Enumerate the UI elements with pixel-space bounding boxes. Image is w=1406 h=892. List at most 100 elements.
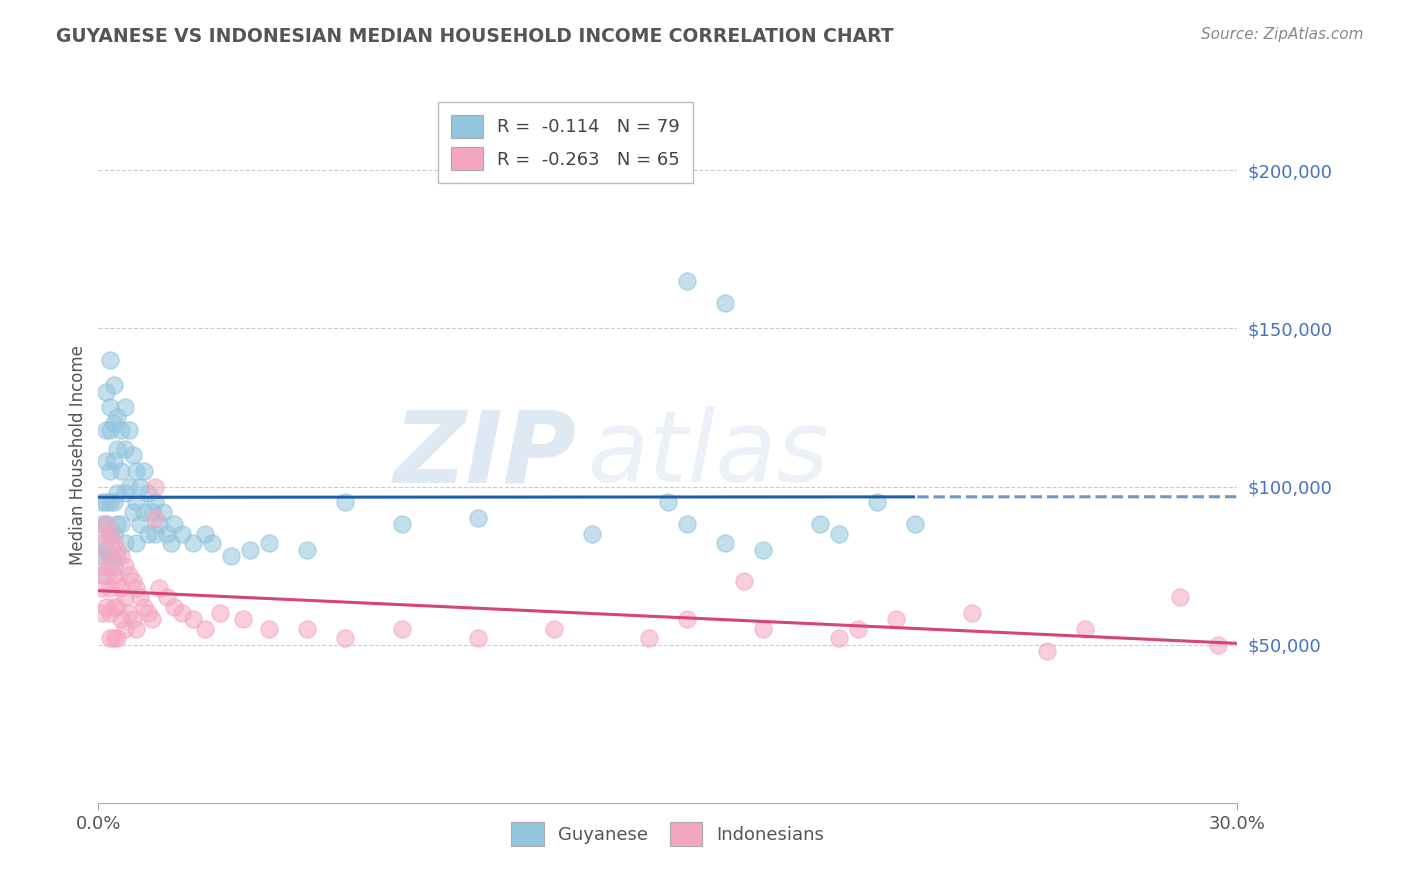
Point — [103, 568, 125, 582]
Point — [98, 632, 121, 646]
Point — [114, 401, 136, 415]
Point — [163, 517, 186, 532]
Point — [107, 542, 129, 557]
Point — [114, 442, 136, 456]
Point — [110, 423, 132, 437]
Point — [91, 527, 114, 541]
Point — [239, 542, 262, 557]
Point — [98, 495, 121, 509]
Point — [657, 495, 679, 509]
Point — [1170, 591, 1192, 605]
Point — [828, 632, 851, 646]
Point — [884, 612, 907, 626]
Point — [110, 464, 132, 478]
Point — [107, 486, 129, 500]
Point — [676, 274, 699, 288]
Point — [91, 581, 114, 595]
Point — [467, 632, 489, 646]
Point — [156, 527, 179, 541]
Point — [107, 517, 129, 532]
Point — [114, 558, 136, 573]
Point — [94, 454, 117, 468]
Point — [94, 517, 117, 532]
Point — [107, 574, 129, 589]
Point — [543, 622, 565, 636]
Point — [118, 606, 141, 620]
Point — [125, 536, 148, 550]
Point — [94, 599, 117, 614]
Point — [391, 517, 413, 532]
Legend: Guyanese, Indonesians: Guyanese, Indonesians — [501, 812, 835, 856]
Point — [170, 606, 193, 620]
Point — [98, 527, 121, 541]
Point — [904, 517, 927, 532]
Point — [110, 612, 132, 626]
Point — [194, 527, 217, 541]
Point — [94, 542, 117, 557]
Point — [391, 622, 413, 636]
Point — [110, 581, 132, 595]
Point — [145, 527, 167, 541]
Point — [129, 591, 152, 605]
Point — [676, 612, 699, 626]
Point — [129, 517, 152, 532]
Point — [98, 606, 121, 620]
Text: atlas: atlas — [588, 407, 830, 503]
Point — [145, 495, 167, 509]
Point — [141, 505, 163, 519]
Point — [129, 479, 152, 493]
Point — [581, 527, 603, 541]
Point — [638, 632, 661, 646]
Point — [136, 486, 159, 500]
Point — [110, 517, 132, 532]
Point — [107, 632, 129, 646]
Point — [98, 353, 121, 368]
Point — [132, 464, 155, 478]
Y-axis label: Median Household Income: Median Household Income — [69, 345, 87, 565]
Point — [118, 479, 141, 493]
Point — [846, 622, 869, 636]
Point — [201, 536, 224, 550]
Point — [125, 622, 148, 636]
Point — [141, 612, 163, 626]
Point — [103, 495, 125, 509]
Point — [98, 549, 121, 563]
Point — [148, 517, 170, 532]
Point — [98, 464, 121, 478]
Text: GUYANESE VS INDONESIAN MEDIAN HOUSEHOLD INCOME CORRELATION CHART: GUYANESE VS INDONESIAN MEDIAN HOUSEHOLD … — [56, 27, 894, 45]
Point — [163, 599, 186, 614]
Point — [297, 542, 319, 557]
Point — [121, 612, 143, 626]
Point — [156, 591, 179, 605]
Point — [114, 622, 136, 636]
Point — [183, 612, 205, 626]
Point — [94, 517, 117, 532]
Point — [94, 568, 117, 582]
Point — [103, 378, 125, 392]
Point — [98, 527, 121, 541]
Point — [132, 505, 155, 519]
Point — [107, 549, 129, 563]
Point — [91, 558, 114, 573]
Text: ZIP: ZIP — [394, 407, 576, 503]
Point — [94, 384, 117, 399]
Point — [159, 536, 181, 550]
Point — [297, 622, 319, 636]
Point — [103, 536, 125, 550]
Point — [194, 622, 217, 636]
Point — [103, 558, 125, 573]
Point — [136, 527, 159, 541]
Point — [145, 511, 167, 525]
Point — [1074, 622, 1097, 636]
Point — [1036, 644, 1059, 658]
Point — [94, 495, 117, 509]
Point — [170, 527, 193, 541]
Point — [110, 549, 132, 563]
Point — [828, 527, 851, 541]
Point — [808, 517, 831, 532]
Point — [103, 527, 125, 541]
Point — [121, 574, 143, 589]
Point — [714, 536, 737, 550]
Point — [91, 536, 114, 550]
Point — [335, 495, 357, 509]
